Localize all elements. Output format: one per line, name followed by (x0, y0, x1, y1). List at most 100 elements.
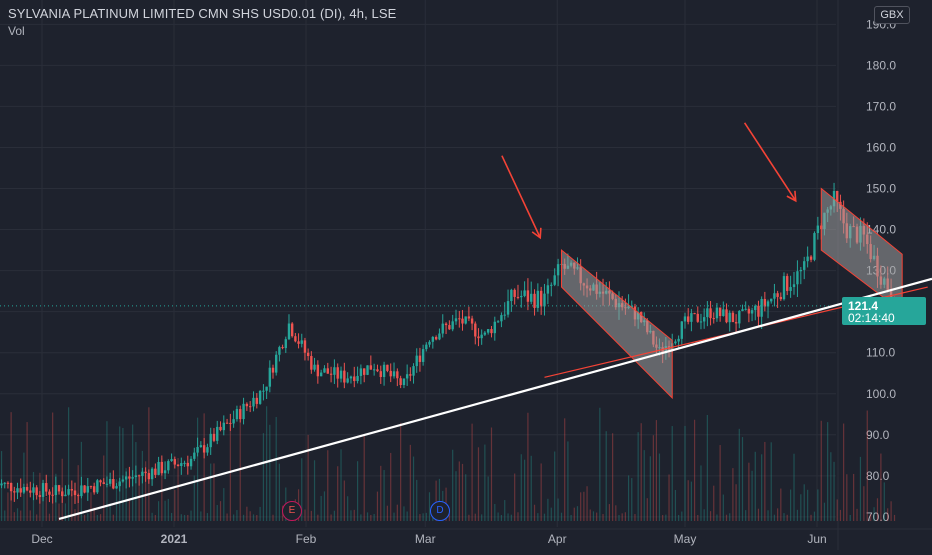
candle-body (118, 481, 121, 487)
volume-bar (327, 450, 329, 521)
candle-body (61, 491, 64, 497)
volume-bar (252, 514, 255, 521)
candle-body (693, 313, 696, 315)
candle-body (363, 368, 366, 375)
volume-bar (376, 491, 379, 521)
volume-bar (719, 445, 721, 521)
volume-bar (366, 512, 369, 521)
currency-badge[interactable]: GBX (874, 6, 910, 24)
candle-body (773, 293, 776, 299)
candle-body (206, 447, 209, 453)
volume-bar (843, 423, 845, 521)
earnings-event-icon[interactable]: E (282, 501, 302, 521)
candle-body (70, 489, 74, 491)
volume-bar (524, 459, 526, 521)
volume-bar (468, 514, 470, 521)
volume-bar (259, 506, 261, 521)
candle-body (744, 308, 747, 310)
volume-bar (409, 444, 411, 521)
candle-body (313, 364, 316, 370)
candle-body (268, 367, 272, 387)
volume-bar (494, 504, 496, 521)
candle-body (474, 323, 477, 337)
candle-body (506, 301, 510, 315)
volume-bar (148, 407, 150, 521)
volume-bar (813, 511, 816, 521)
candle-body (448, 325, 451, 330)
descending-channel-1[interactable] (561, 249, 673, 400)
candle-body (209, 433, 212, 448)
volume-bar (761, 454, 763, 521)
volume-bar (356, 461, 359, 521)
volume-bar (649, 456, 651, 521)
volume-bar (770, 442, 772, 521)
candle-body (516, 296, 520, 298)
volume-bar (803, 484, 805, 521)
annotation-arrow-1[interactable] (501, 155, 541, 239)
candle-body (799, 269, 803, 272)
volume-bar (533, 504, 536, 521)
descending-channel-2[interactable] (820, 187, 903, 313)
candle-body (536, 290, 540, 308)
volume-bar (490, 427, 493, 521)
candle-body (425, 344, 428, 350)
volume-bar (307, 434, 309, 521)
volume-bar (540, 463, 542, 521)
dividend-event-icon[interactable]: D (430, 501, 450, 521)
volume-bar (634, 514, 636, 521)
volume-bar (16, 508, 19, 521)
volume-bar (58, 503, 60, 521)
volume-bar (13, 512, 15, 521)
candle-body (160, 461, 164, 474)
annotation-arrow-2[interactable] (743, 122, 797, 202)
symbol-title[interactable]: SYLVANIA PLATINUM LIMITED CMN SHS USD0.0… (8, 6, 397, 21)
volume-bar (697, 514, 699, 521)
candle-body (25, 487, 29, 491)
candle-body (409, 374, 412, 376)
candle-body (510, 289, 513, 302)
y-tick-label-4: 110.0 (866, 346, 895, 360)
volume-bar (547, 498, 549, 521)
volume-bar (880, 453, 882, 521)
volume-bar (157, 501, 160, 521)
candle-body (696, 313, 699, 322)
volume-bar (93, 507, 95, 521)
candle-body (441, 323, 444, 334)
volume-bar (783, 513, 785, 521)
annotation-arrowhead-2 (786, 190, 797, 203)
candle-body (734, 322, 738, 324)
volume-bar (621, 513, 623, 521)
candle-body (92, 486, 96, 493)
candle-body (706, 308, 709, 318)
volume-bar (665, 514, 667, 521)
volume-bar (213, 463, 215, 521)
candle-body (526, 290, 530, 302)
candle-body (483, 332, 487, 335)
support-trendline[interactable] (58, 277, 932, 521)
candle-body (366, 365, 369, 375)
volume-bar (517, 512, 519, 521)
volume-bar (863, 486, 865, 521)
candle-body (533, 293, 536, 308)
volume-bar (481, 514, 483, 521)
volume-bar (735, 484, 737, 521)
candle-body (702, 317, 706, 322)
volume-bar (278, 463, 280, 521)
candle-body (477, 336, 480, 339)
candle-body (369, 365, 373, 370)
volume-bar (793, 453, 795, 521)
volume-bar (350, 510, 352, 521)
candle-body (333, 367, 336, 375)
candle-body (699, 321, 703, 323)
candle-body (553, 275, 556, 285)
volume-bar (226, 513, 228, 521)
candle-body (741, 309, 744, 312)
x-tick-label-2: Feb (296, 532, 317, 546)
candle-body (451, 321, 454, 330)
volume-legend[interactable]: Vol (8, 24, 25, 38)
candle-body (32, 487, 35, 493)
volume-bar (560, 512, 563, 521)
candle-body (167, 461, 170, 471)
